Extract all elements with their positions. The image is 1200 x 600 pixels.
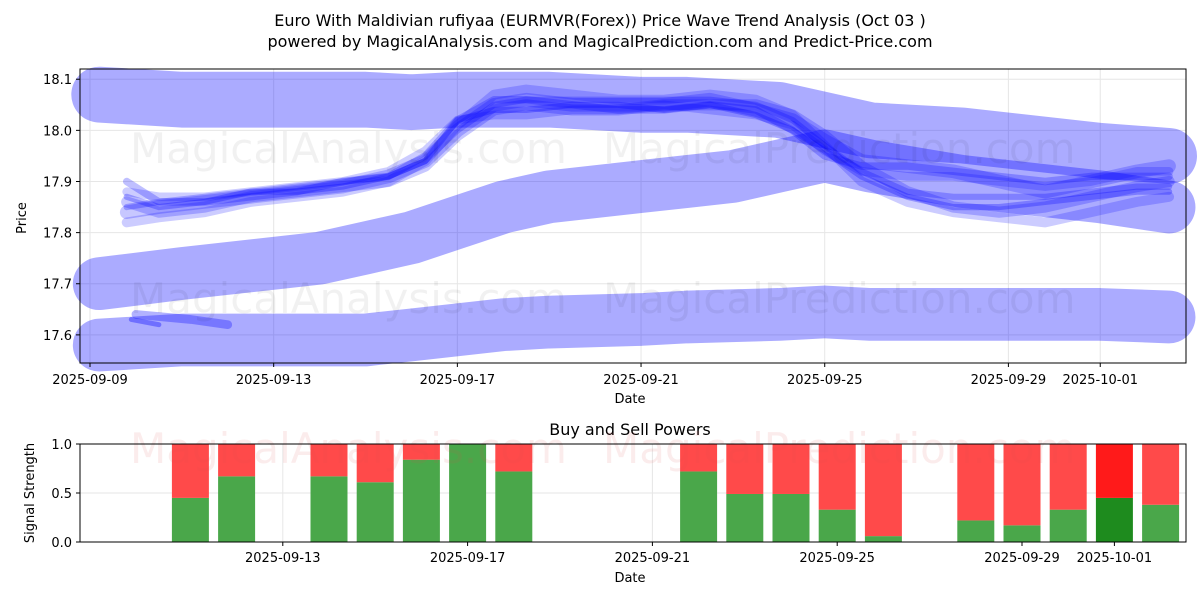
sell-bar bbox=[1049, 444, 1087, 510]
price-x-ticks: 2025-09-09 2025-09-13 2025-09-17 2025-09-21… bbox=[52, 363, 1138, 388]
buy-sell-x-tick-label: 2025-09-21 bbox=[615, 551, 691, 566]
buy-bar bbox=[1142, 504, 1180, 542]
buy-bar bbox=[356, 482, 394, 542]
price-x-axis-label: Date bbox=[614, 392, 645, 407]
buy-sell-x-axis-label: Date bbox=[614, 571, 645, 586]
watermark-analysis-mid: MagicalAnalysis.com bbox=[130, 274, 567, 323]
price-x-tick-label: 2025-09-21 bbox=[603, 373, 679, 388]
buy-sell-y-axis-label: Signal Strength bbox=[23, 443, 38, 543]
sell-bar bbox=[680, 444, 718, 472]
price-wave-chart: MagicalAnalysis.com MagicalPrediction.co… bbox=[15, 66, 1197, 407]
watermark-prediction-bottom: MagicalPrediction.com bbox=[603, 424, 1076, 473]
sell-bar bbox=[310, 444, 348, 477]
buy-sell-x-tick-label: 2025-10-01 bbox=[1077, 551, 1153, 566]
buy-bar bbox=[402, 459, 440, 542]
sell-bar bbox=[495, 444, 533, 472]
sell-bar bbox=[1095, 444, 1133, 498]
buy-sell-y-tick-label: 0.0 bbox=[51, 536, 72, 551]
price-y-axis-label: Price bbox=[15, 202, 30, 234]
buy-sell-x-tick-label: 2025-09-17 bbox=[430, 551, 506, 566]
wave-wave-b bbox=[121, 99, 1175, 218]
wave-wide-band-lower bbox=[72, 285, 1196, 372]
buy-bar bbox=[957, 520, 995, 542]
buy-bar bbox=[1049, 509, 1087, 542]
wave-wide-band-middle bbox=[72, 129, 1196, 311]
price-grid bbox=[80, 69, 1186, 363]
chart-title-line1: Euro With Maldivian rufiyaa (EURMVR(Fore… bbox=[274, 11, 926, 30]
watermark-prediction-top: MagicalPrediction.com bbox=[603, 124, 1076, 173]
buy-sell-x-tick-label: 2025-09-29 bbox=[984, 551, 1060, 566]
price-x-tick-label: 2025-09-13 bbox=[236, 373, 312, 388]
buy-sell-y-tick-label: 0.5 bbox=[51, 487, 72, 502]
buy-sell-x-tick-label: 2025-09-25 bbox=[799, 551, 875, 566]
buy-bar bbox=[680, 471, 718, 542]
sell-bar bbox=[1142, 444, 1180, 505]
sell-bar bbox=[356, 444, 394, 483]
watermark-analysis-bottom: MagicalAnalysis.com bbox=[130, 424, 567, 473]
buy-sell-x-tick-label: 2025-09-13 bbox=[245, 551, 321, 566]
price-y-tick-label: 17.6 bbox=[43, 329, 72, 344]
price-y-tick-label: 18.0 bbox=[43, 124, 72, 139]
price-x-tick-label: 2025-09-17 bbox=[420, 373, 496, 388]
buy-bar bbox=[218, 476, 256, 542]
buy-sell-x-ticks: 2025-09-13 2025-09-17 2025-09-21 2025-09-25… bbox=[245, 542, 1152, 566]
sell-bar bbox=[818, 444, 856, 510]
price-y-tick-label: 18.1 bbox=[43, 73, 72, 88]
price-y-ticks: 17.6 17.7 17.8 17.9 18.0 18.1 bbox=[43, 73, 80, 344]
buy-bar bbox=[726, 493, 764, 542]
wave-wide-band-upper bbox=[71, 66, 1197, 184]
price-y-tick-label: 17.9 bbox=[43, 175, 72, 190]
price-x-tick-label: 2025-09-29 bbox=[971, 373, 1047, 388]
buy-bar bbox=[818, 509, 856, 542]
wave-wave-tail-b bbox=[128, 317, 162, 328]
buy-bar bbox=[864, 536, 902, 542]
wave-wave-d bbox=[122, 100, 1174, 202]
buy-bar bbox=[772, 493, 810, 542]
sell-bar bbox=[1003, 444, 1041, 526]
sell-bar bbox=[772, 444, 810, 494]
buy-sell-bars bbox=[171, 444, 1180, 542]
sell-bar bbox=[864, 444, 902, 537]
watermark-prediction-mid: MagicalPrediction.com bbox=[603, 274, 1076, 323]
price-x-tick-label: 2025-09-09 bbox=[52, 373, 128, 388]
wave-wave-tail-a bbox=[131, 310, 233, 330]
price-plot-background bbox=[80, 69, 1186, 363]
price-plot-frame bbox=[79, 68, 1187, 364]
price-waves bbox=[71, 66, 1197, 372]
buy-sell-y-ticks: 0.0 0.5 1.0 bbox=[51, 438, 80, 551]
buy-bar bbox=[310, 476, 348, 542]
price-y-tick-label: 17.8 bbox=[43, 227, 72, 242]
sell-bar bbox=[171, 444, 209, 498]
buy-sell-title: Buy and Sell Powers bbox=[549, 420, 711, 439]
wave-wave-a bbox=[119, 92, 1176, 220]
buy-bar bbox=[495, 471, 533, 542]
buy-sell-chart: Buy and Sell Powers MagicalAnalysis.com … bbox=[23, 420, 1187, 586]
price-x-tick-label: 2025-09-25 bbox=[787, 373, 863, 388]
buy-bar bbox=[171, 497, 209, 542]
sell-bar bbox=[957, 444, 995, 521]
wave-wave-f bbox=[123, 96, 1173, 211]
sell-bar bbox=[402, 444, 440, 460]
buy-bar bbox=[449, 444, 487, 542]
buy-bar bbox=[1095, 497, 1133, 542]
sell-bar bbox=[218, 444, 256, 477]
wave-wave-g bbox=[123, 101, 1173, 211]
price-y-tick-label: 17.7 bbox=[43, 278, 72, 293]
wave-wave-c bbox=[121, 84, 1175, 228]
buy-bar bbox=[1003, 525, 1041, 542]
buy-sell-y-tick-label: 1.0 bbox=[51, 438, 72, 453]
watermark-analysis-top: MagicalAnalysis.com bbox=[130, 124, 567, 173]
chart-title-line2: powered by MagicalAnalysis.com and Magic… bbox=[267, 32, 932, 51]
wave-wave-e bbox=[122, 95, 1173, 206]
sell-bar bbox=[726, 444, 764, 494]
price-x-tick-label: 2025-10-01 bbox=[1062, 373, 1138, 388]
